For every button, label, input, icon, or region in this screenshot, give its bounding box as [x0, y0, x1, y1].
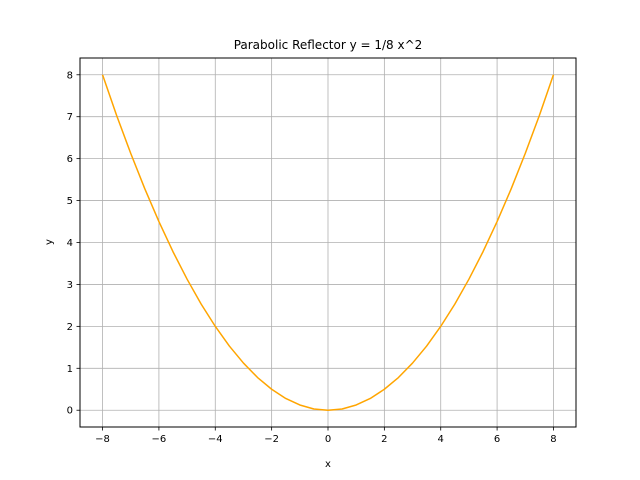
- x-tick-label: 6: [494, 434, 500, 445]
- x-axis-ticks: −8 −6 −4 −2 0 2 4 6 8: [95, 427, 557, 445]
- x-tick-label: 4: [438, 434, 444, 445]
- x-tick-label: −8: [95, 434, 110, 445]
- x-tick-label: 8: [550, 434, 556, 445]
- y-tick-label: 5: [67, 196, 73, 207]
- x-tick-label: −4: [208, 434, 223, 445]
- x-tick-label: 2: [381, 434, 387, 445]
- x-axis-label: x: [325, 459, 331, 470]
- x-tick-label: 0: [325, 434, 331, 445]
- y-axis-ticks: 0 1 2 3 4 5 6 7 8: [67, 70, 80, 417]
- y-tick-label: 6: [67, 154, 73, 165]
- grid-lines: [80, 58, 576, 427]
- y-tick-label: 4: [67, 238, 73, 249]
- x-tick-label: −2: [264, 434, 279, 445]
- parabola-curve: [101, 74, 555, 411]
- series-lines: [101, 74, 555, 411]
- y-tick-label: 2: [67, 322, 73, 333]
- y-tick-label: 0: [67, 406, 73, 417]
- y-tick-label: 7: [67, 112, 73, 123]
- y-axis-label: y: [44, 239, 55, 245]
- y-tick-label: 3: [67, 280, 73, 291]
- chart-title: Parabolic Reflector y = 1/8 x^2: [234, 38, 423, 52]
- y-tick-label: 1: [67, 364, 73, 375]
- y-tick-label: 8: [67, 70, 73, 81]
- x-tick-label: −6: [152, 434, 167, 445]
